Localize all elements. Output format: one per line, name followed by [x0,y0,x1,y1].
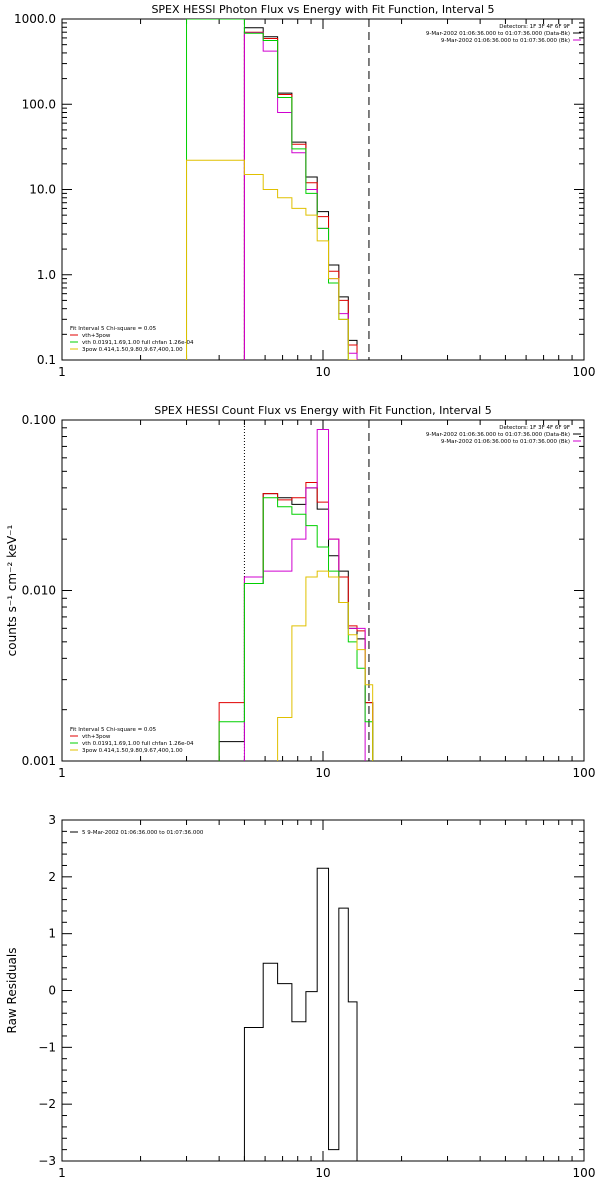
x-tick-label: 1 [58,766,66,780]
fit-legend-entry: vth 0.0191,1.69,1.00 full chfan 1.26e-04 [82,741,194,747]
y-tick-label: 1.0 [37,268,56,282]
series-line-0 [243,27,358,360]
y-tick-label: −2 [38,1097,56,1111]
x-tick-label: 10 [315,365,330,379]
plot-title: SPEX HESSI Photon Flux vs Energy with Fi… [151,3,494,16]
data-layer [243,867,358,1161]
y-tick-label: 0.100 [22,413,56,427]
fit-legend-title: Fit Interval 5 Chi-square = 0.05 [70,326,157,332]
plot-frame [61,419,585,762]
series-line-3 [218,497,374,761]
y-tick-label: 3 [48,813,56,827]
data-layer [218,420,374,761]
panel-2: SPEX HESSI Count Flux vs Energy with Fit… [5,404,595,780]
series-line-1 [218,481,374,761]
series-line-0 [218,487,374,761]
fit-legend-entry: 3pow 0.414,1.50,9.80,9.67,400,1.00 [82,347,183,353]
legend-top-entry: 9-Mar-2002 01:06:36.000 to 01:07:36.000 … [426,432,570,438]
x-tick-label: 100 [573,365,596,379]
y-tick-label: 2 [48,870,56,884]
panel-1: SPEX HESSI Photon Flux vs Energy with Fi… [14,3,595,379]
fit-legend-title: Fit Interval 5 Chi-square = 0.05 [70,727,157,733]
y-tick-label: 100.0 [22,97,56,111]
y-tick-label: 0 [48,984,56,998]
y-tick-label: 1000.0 [14,12,56,26]
y-tick-label: −1 [38,1040,56,1054]
panel-3: Raw Residuals 1 10 100 −3 −2 −1 0 1 2 3 5 9-Mar-200… [5,813,595,1180]
series-line-2 [243,428,366,761]
x-tick-label: 1 [58,1166,66,1180]
y-tick-label: 10.0 [29,183,56,197]
x-tick-label: 10 [315,1166,330,1180]
plot-frame [61,18,585,361]
series-line-1 [243,31,358,360]
legend-top-entry: Detectors: 1F 3F 4F 6F 9F [499,425,570,431]
series-line-0 [243,867,358,1161]
series-line-2 [243,32,358,360]
y-tick-label: 0.010 [22,584,56,598]
y-tick-label: 1 [48,927,56,941]
y-axis-label: counts s⁻¹ cm⁻² keV⁻¹ [5,524,19,656]
legend-top-entry: 9-Mar-2002 01:06:36.000 to 01:07:36.000 … [426,31,570,37]
data-layer [186,19,370,360]
x-tick-label: 10 [315,766,330,780]
fit-legend-entry: 3pow 0.414,1.50,9.80,9.67,400,1.00 [82,748,183,754]
x-tick-label: 100 [573,1166,596,1180]
fit-legend-entry: vth 0.0191,1.69,1.00 full chfan 1.26e-04 [82,340,194,346]
x-tick-label: 1 [58,365,66,379]
series-line-4 [186,159,358,360]
series-line-4 [277,570,374,761]
y-tick-label: 0.001 [22,754,56,768]
y-axis-label: Raw Residuals [5,948,19,1034]
plot-frame [61,819,585,1162]
legend-top-entry: Detectors: 1F 3F 4F 6F 9F [499,24,570,30]
legend-top-entry: 9-Mar-2002 01:06:36.000 to 01:07:36.000 … [441,38,570,44]
plot-title: SPEX HESSI Count Flux vs Energy with Fit… [154,404,491,417]
residual-legend-entry: 5 9-Mar-2002 01:06:36.000 to 01:07:36.00… [82,830,204,836]
legend-top-entry: 9-Mar-2002 01:06:36.000 to 01:07:36.000 … [441,439,570,445]
x-tick-label: 100 [573,766,596,780]
y-tick-label: −3 [38,1154,56,1168]
fit-legend-entry: vth+3pow [82,333,111,339]
y-tick-label: 0.1 [37,353,56,367]
fit-legend-entry: vth+3pow [82,734,111,740]
